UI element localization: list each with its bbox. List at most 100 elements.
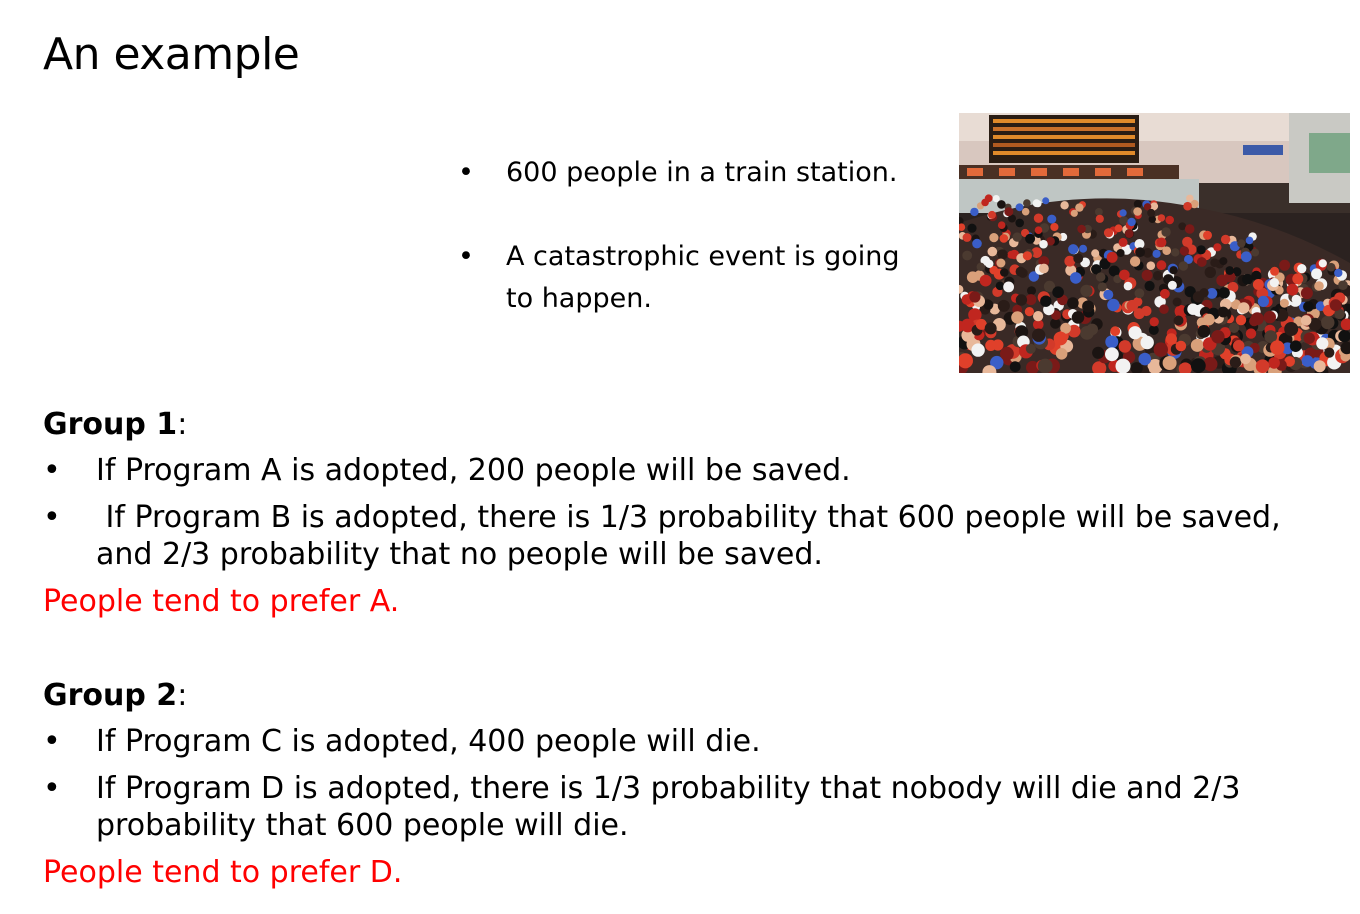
crowd-person — [1245, 236, 1254, 245]
crowd-person — [1210, 258, 1219, 267]
crowd-person — [1092, 361, 1107, 373]
group-1-item: • If Program A is adopted, 200 people wi… — [43, 452, 1333, 489]
crowd-person — [1129, 256, 1141, 267]
departure-board-row — [993, 119, 1135, 123]
crowd-person — [1110, 326, 1121, 337]
crowd-person — [1320, 315, 1335, 330]
crowd-person — [1050, 318, 1061, 329]
crowd-person — [1119, 269, 1130, 281]
crowd-person — [1149, 317, 1159, 327]
crowd-person — [1000, 268, 1009, 277]
crowd-person — [1324, 347, 1335, 358]
crowd-person — [970, 207, 979, 217]
crowd-heads — [959, 194, 1350, 373]
crowd-person — [997, 249, 1008, 260]
crowd-person — [959, 223, 966, 231]
crowd-person — [962, 233, 972, 242]
crowd-person — [1251, 248, 1260, 257]
crowd-person — [1027, 286, 1036, 296]
crowd-person — [1162, 246, 1171, 255]
crowd-person — [1015, 266, 1026, 277]
bullet-marker: • — [43, 724, 61, 759]
crowd-person — [1106, 251, 1118, 263]
crowd-person — [1184, 286, 1196, 298]
crowd-person — [1203, 357, 1218, 372]
crowd-person — [995, 281, 1005, 291]
crowd-person — [979, 274, 992, 287]
crowd-person — [1064, 255, 1076, 267]
crowd-person — [1077, 224, 1086, 234]
crowd-person — [1133, 199, 1142, 209]
crowd-person — [1015, 218, 1024, 228]
crowd-photo — [959, 113, 1350, 373]
crowd-person — [1159, 304, 1169, 314]
crowd-person — [1128, 326, 1142, 340]
crowd-person — [975, 318, 987, 330]
crowd-person — [1039, 263, 1049, 274]
crowd-person — [1119, 209, 1127, 217]
crowd-person — [1114, 224, 1123, 233]
crowd-person — [1329, 299, 1342, 312]
crowd-person — [1009, 361, 1021, 373]
crowd-person — [1146, 261, 1156, 270]
crowd-person — [1026, 360, 1040, 373]
crowd-person — [1245, 328, 1257, 339]
crowd-person — [981, 198, 989, 207]
crowd-person — [1033, 213, 1044, 223]
bullet-marker: • — [43, 500, 61, 535]
crowd-person — [1165, 215, 1174, 225]
crowd-person — [976, 262, 985, 271]
station-window — [1309, 133, 1350, 173]
crowd-person — [997, 221, 1006, 229]
crowd-person — [1022, 251, 1032, 261]
crowd-person — [1143, 203, 1152, 211]
crowd-person — [1178, 362, 1192, 373]
departure-board-row — [993, 151, 1135, 155]
crowd-person — [1127, 217, 1136, 227]
crowd-person — [1338, 329, 1350, 343]
crowd-person — [1134, 288, 1145, 299]
crowd-person — [1286, 283, 1299, 296]
ticket-window-sign — [1031, 168, 1047, 176]
crowd-person — [1142, 247, 1153, 258]
crowd-person — [1024, 307, 1034, 317]
crowd-person — [1284, 356, 1295, 367]
crowd-person — [1043, 280, 1056, 292]
crowd-person — [1000, 301, 1010, 311]
ticket-window-sign — [1063, 168, 1079, 176]
crowd-person — [984, 322, 997, 335]
bullet-marker: • — [458, 241, 474, 272]
program-c-text: If Program C is adopted, 400 people will… — [96, 724, 761, 759]
crowd-person — [1303, 332, 1315, 344]
crowd-person — [1052, 286, 1064, 298]
crowd-person — [1269, 278, 1279, 288]
crowd-person — [959, 284, 964, 294]
crowd-person — [1067, 297, 1079, 309]
crowd-person — [1334, 308, 1345, 320]
crowd-person — [1080, 326, 1094, 340]
crowd-person — [1021, 207, 1030, 216]
group-1-heading: Group 1: — [43, 406, 1333, 452]
crowd-person — [1340, 341, 1350, 355]
crowd-person — [1279, 298, 1289, 308]
crowd-person — [999, 234, 1009, 243]
crowd-person — [1103, 289, 1114, 300]
crowd-person — [1095, 214, 1104, 223]
crowd-person — [1123, 281, 1133, 291]
group-1-item: • If Program B is adopted, there is 1/3 … — [43, 499, 1333, 573]
crowd-person — [1153, 270, 1163, 281]
crowd-person — [1148, 325, 1159, 335]
crowd-person — [1240, 353, 1251, 365]
group-2-label: Group 2 — [43, 678, 178, 713]
crowd-person — [1315, 301, 1326, 312]
crowd-person — [1071, 311, 1085, 324]
slide-title: An example — [43, 29, 300, 80]
crowd-person — [1039, 239, 1048, 249]
crowd-person — [1115, 358, 1131, 373]
crowd-person — [1334, 268, 1343, 278]
crowd-person — [1153, 342, 1168, 357]
crowd-person — [1051, 310, 1061, 321]
crowd-person — [1004, 207, 1014, 217]
program-b-text: If Program B is adopted, there is 1/3 pr… — [96, 500, 1291, 572]
crowd-person — [1313, 360, 1326, 373]
